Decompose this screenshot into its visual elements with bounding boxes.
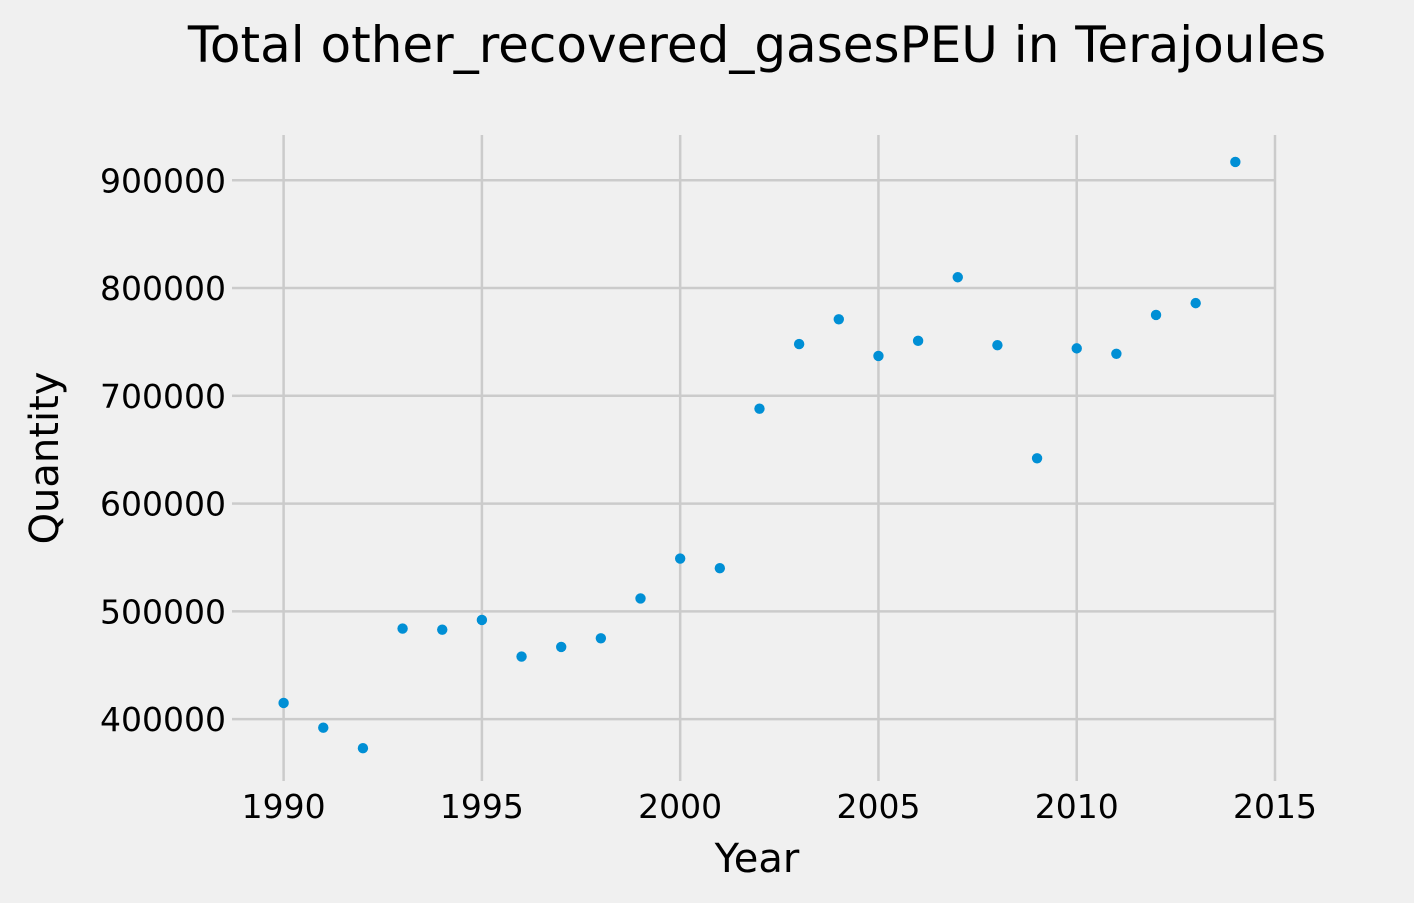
data-point: [793, 338, 805, 350]
data-point: [278, 697, 289, 709]
x-axis-label: Year: [714, 836, 800, 882]
data-point: [437, 624, 448, 635]
data-point: [1230, 156, 1241, 168]
data-point: [635, 593, 646, 604]
y-tick-label: 600000: [100, 485, 226, 524]
data-point: [1071, 343, 1082, 354]
data-point: [674, 553, 686, 564]
x-tick-label: 1995: [440, 787, 524, 826]
y-axis: 400000 500000 600000 700000 800000 900000: [100, 161, 240, 739]
y-tick-label: 700000: [100, 377, 226, 416]
y-axis-label: Quantity: [22, 372, 68, 545]
y-tick-label: 500000: [100, 592, 226, 631]
x-axis: 1990 1995 2000 2005 2010 2015: [242, 773, 1317, 826]
data-point: [912, 335, 924, 347]
data-point: [1031, 453, 1043, 464]
data-point: [556, 641, 567, 653]
data-point: [1190, 297, 1201, 309]
data-point: [754, 403, 765, 414]
y-tick-label: 900000: [100, 161, 226, 200]
x-tick-label: 2005: [836, 787, 920, 826]
x-tick-label: 2000: [638, 787, 722, 826]
data-point: [952, 272, 963, 283]
data-point: [595, 633, 607, 644]
data-point: [516, 651, 527, 662]
data-point: [1150, 309, 1162, 321]
data-point: [833, 314, 844, 325]
y-tick-label: 800000: [100, 269, 226, 308]
data-points: [278, 156, 1241, 754]
chart-title: Total other_recovered_gasesPEU in Terajo…: [187, 16, 1326, 74]
x-tick-label: 1990: [242, 787, 326, 826]
x-tick-label: 2010: [1035, 787, 1119, 826]
data-point: [714, 563, 726, 574]
y-tick-label: 400000: [100, 700, 226, 739]
data-point: [992, 339, 1003, 351]
data-point: [397, 623, 408, 634]
data-point: [873, 350, 884, 362]
data-point: [357, 743, 369, 754]
data-point: [476, 614, 488, 626]
x-tick-label: 2015: [1233, 787, 1317, 826]
data-point: [318, 722, 329, 733]
grid: [240, 135, 1277, 773]
data-point: [1111, 348, 1122, 359]
